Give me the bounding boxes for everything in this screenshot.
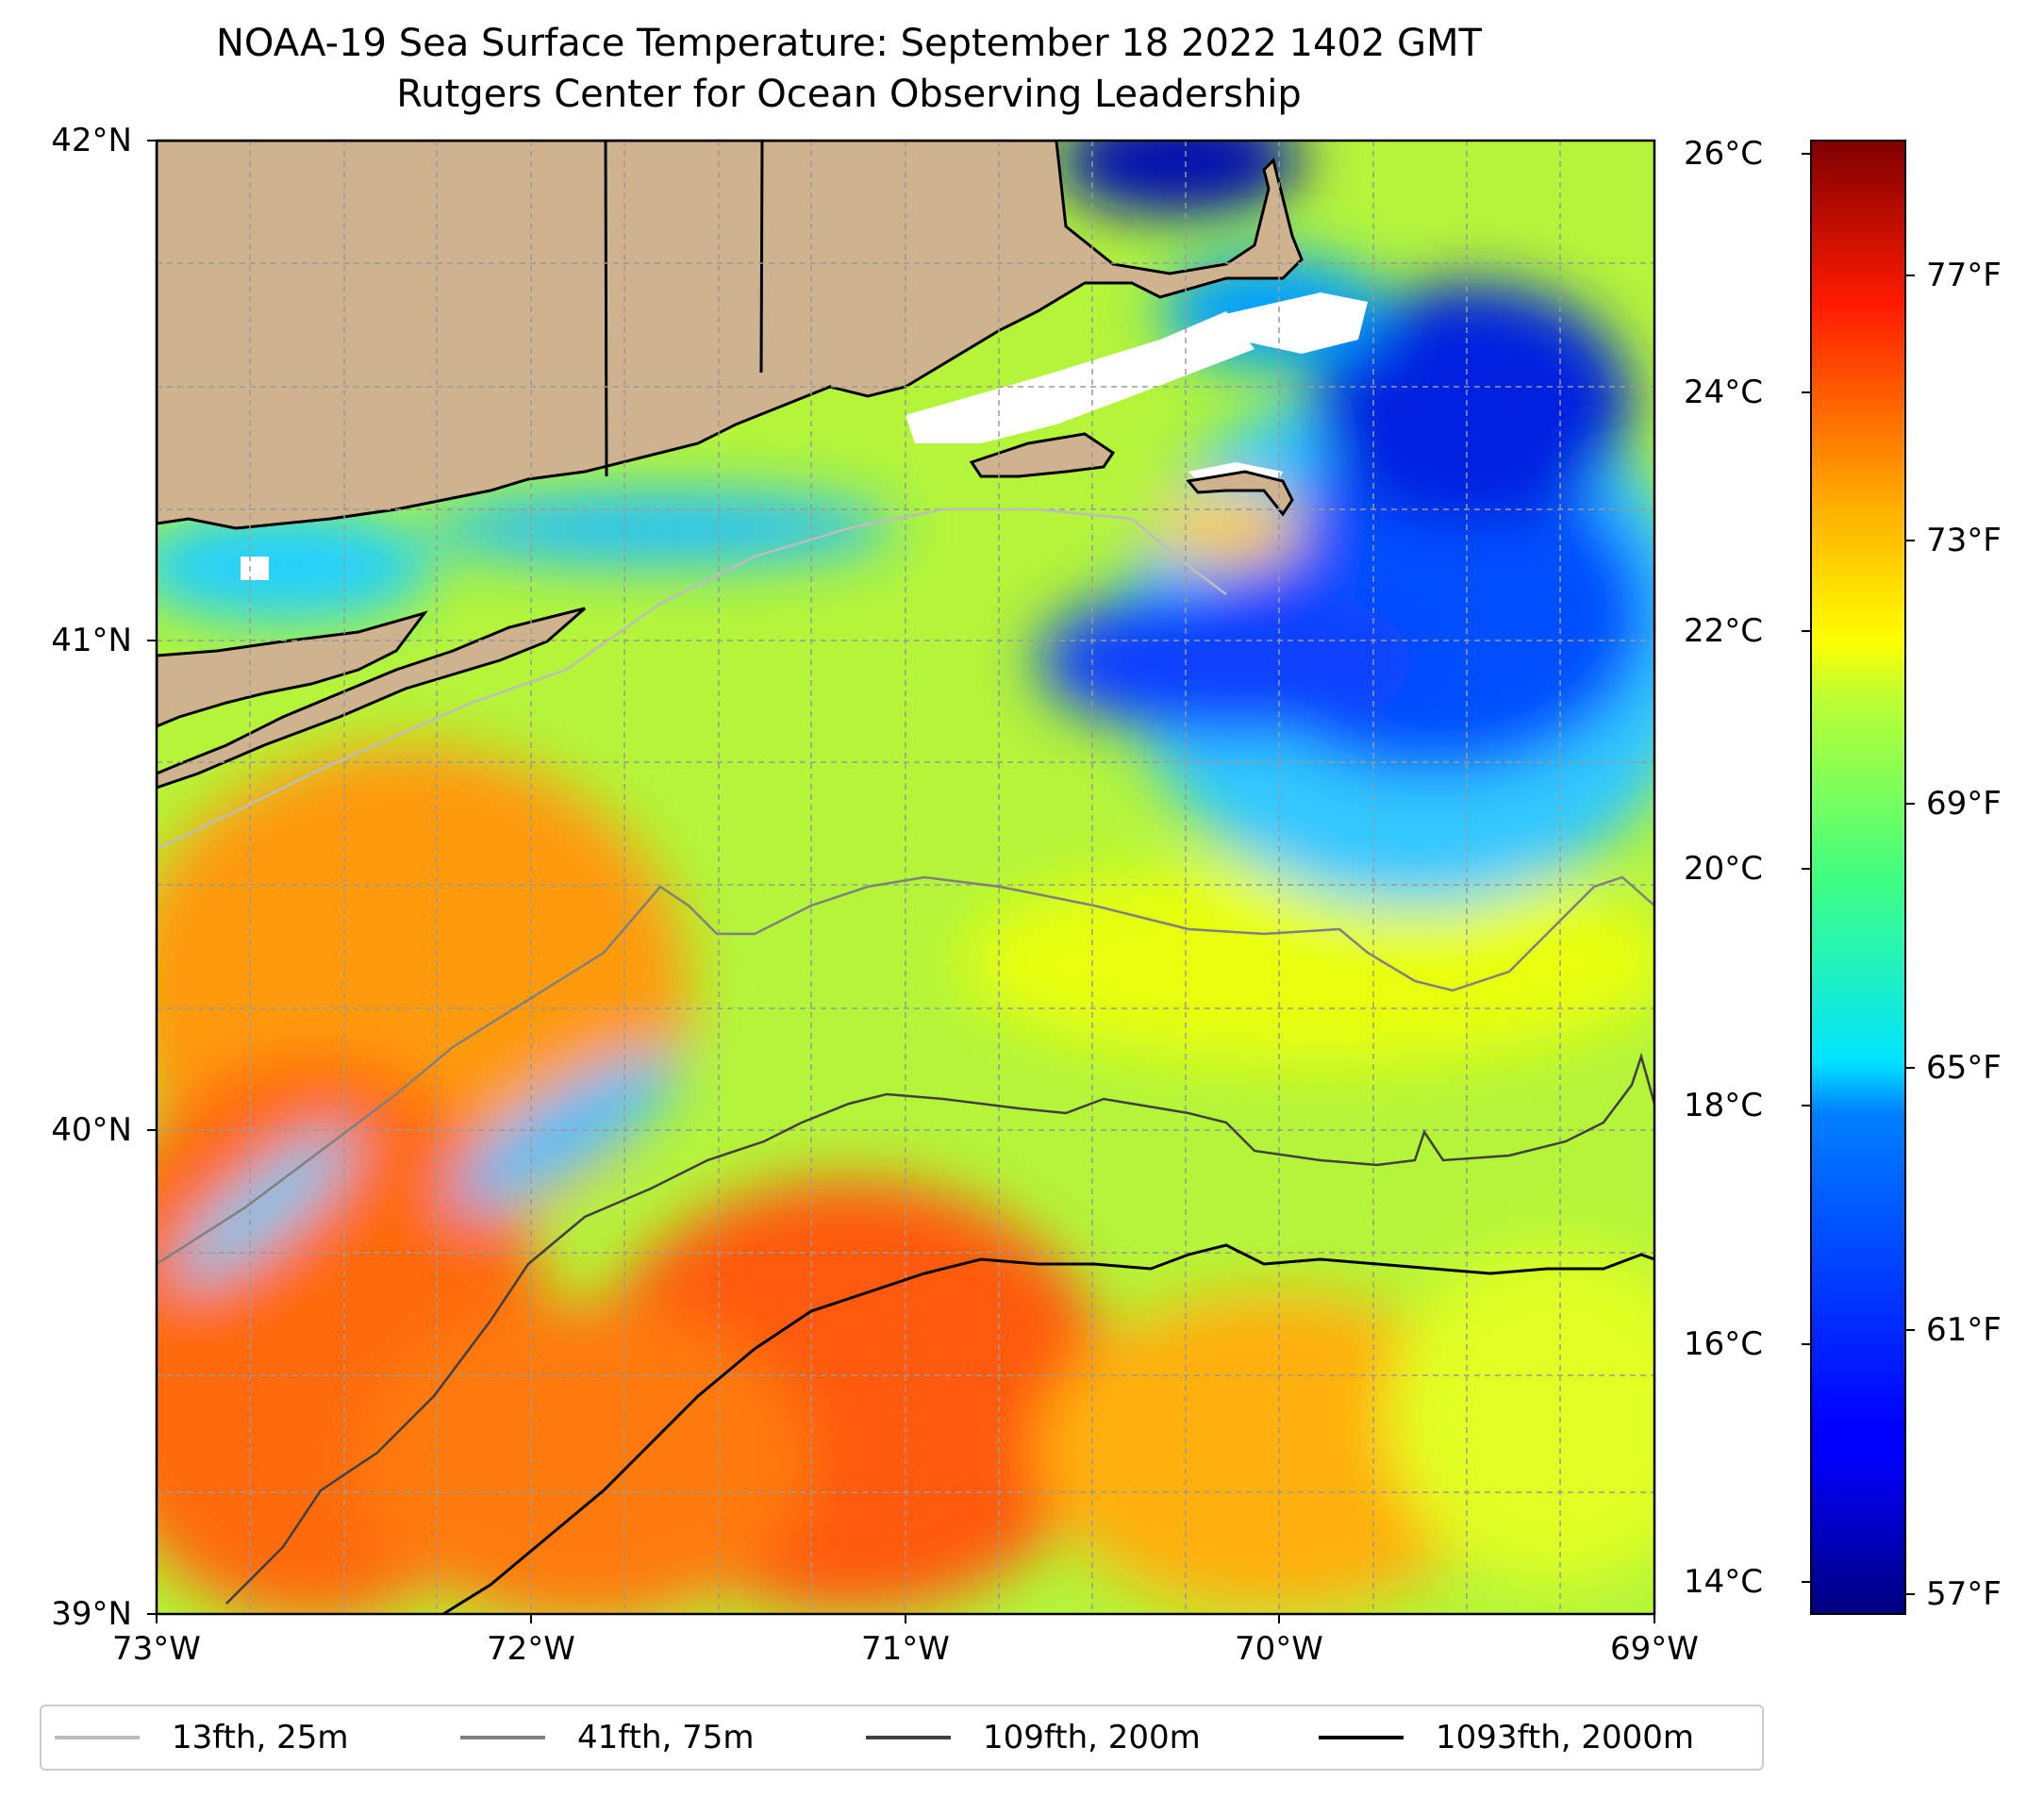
lon-label-70: 70°W xyxy=(1235,1630,1323,1668)
legend-swatch-200m xyxy=(866,1736,951,1739)
colorbar-f-57: 57°F xyxy=(1926,1575,2002,1613)
bathymetry-contours xyxy=(157,507,1654,1614)
colorbar xyxy=(1810,140,1906,1615)
colorbar-c-26: 26°C xyxy=(1684,135,1764,173)
lat-label-39: 39°N xyxy=(51,1595,132,1633)
lat-label-41: 41°N xyxy=(51,622,132,659)
legend-label-200m: 109fth, 200m xyxy=(983,1719,1201,1756)
colorbar-c-16: 16°C xyxy=(1684,1325,1764,1363)
colorbar-c-14: 14°C xyxy=(1684,1563,1764,1601)
lon-label-72: 72°W xyxy=(487,1630,575,1668)
legend-item-75m: 41fth, 75m xyxy=(460,1706,755,1769)
state-borders xyxy=(604,141,764,477)
legend-item-2000m: 1093fth, 2000m xyxy=(1319,1706,1694,1769)
lon-tick-marks xyxy=(156,1614,1655,1623)
lon-label-71: 71°W xyxy=(861,1630,950,1668)
colorbar-f-69: 69°F xyxy=(1926,785,2002,823)
legend-label-2000m: 1093fth, 2000m xyxy=(1436,1719,1695,1756)
lon-label-69: 69°W xyxy=(1610,1630,1699,1668)
legend-swatch-2000m xyxy=(1319,1736,1404,1739)
chart-subtitle: Rutgers Center for Ocean Observing Leade… xyxy=(396,73,1302,116)
legend-label-25m: 13fth, 25m xyxy=(172,1719,349,1756)
colorbar-ticks xyxy=(1802,153,1915,1595)
legend-swatch-25m xyxy=(55,1736,140,1739)
contour-200m xyxy=(225,1052,1654,1605)
lat-label-42: 42°N xyxy=(51,122,132,159)
legend-swatch-75m xyxy=(460,1736,545,1739)
contour-75m xyxy=(157,875,1654,1266)
colorbar-c-22: 22°C xyxy=(1684,612,1764,650)
colorbar-f-65: 65°F xyxy=(1926,1049,2002,1087)
legend-item-25m: 13fth, 25m xyxy=(55,1706,349,1769)
legend: 13fth, 25m 41fth, 75m 109fth, 200m 1093f… xyxy=(40,1705,1764,1771)
legend-label-75m: 41fth, 75m xyxy=(577,1719,755,1756)
colorbar-f-77: 77°F xyxy=(1926,257,2002,294)
lat-tick-marks xyxy=(147,140,157,1615)
lon-label-73: 73°W xyxy=(112,1630,201,1668)
contour-2000m xyxy=(442,1243,1654,1614)
gridlines xyxy=(157,141,1654,1614)
chart-title: NOAA-19 Sea Surface Temperature: Septemb… xyxy=(216,22,1482,65)
land-areas xyxy=(157,141,1304,790)
colorbar-f-73: 73°F xyxy=(1926,522,2002,559)
colorbar-c-18: 18°C xyxy=(1684,1087,1764,1124)
contour-25m xyxy=(157,507,1227,851)
colorbar-c-24: 24°C xyxy=(1684,374,1764,411)
legend-item-200m: 109fth, 200m xyxy=(866,1706,1201,1769)
lat-label-40: 40°N xyxy=(51,1111,132,1149)
colorbar-f-61: 61°F xyxy=(1926,1311,2002,1349)
colorbar-c-20: 20°C xyxy=(1684,850,1764,888)
